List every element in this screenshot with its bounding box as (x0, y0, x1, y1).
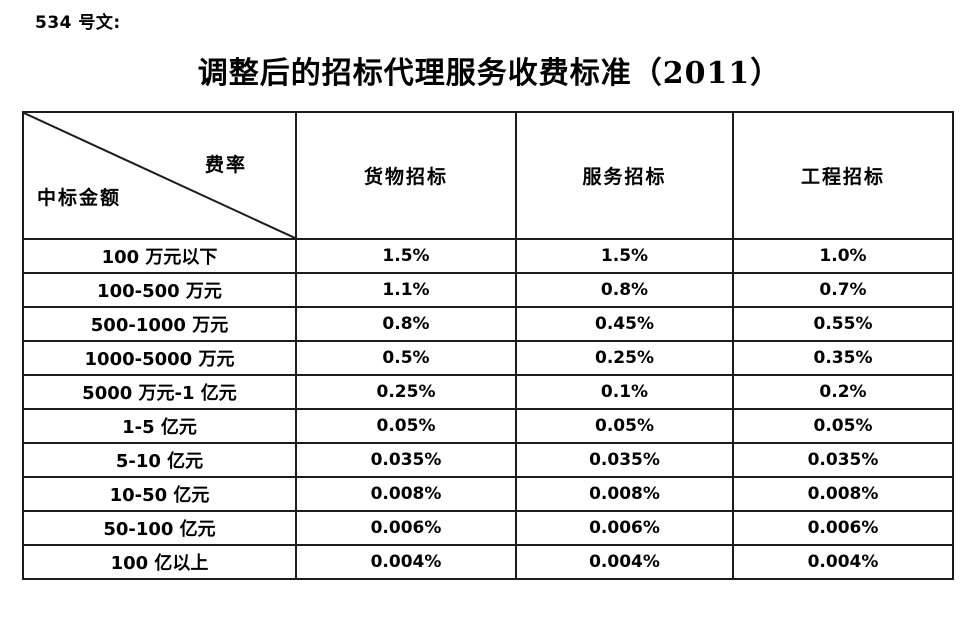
table-row: 5-10 亿元 0.035% 0.035% 0.035% (22, 442, 954, 478)
column-header-1: 服务招标 (515, 111, 734, 240)
fee-table: 费率 中标金额 货物招标 服务招标 工程招标 100 万元以下 1.5% 1.5% 1.0… (22, 111, 954, 580)
doc-number-label: 534 号文: (35, 13, 121, 33)
fee-value: 0.035% (515, 442, 734, 478)
row-label: 1-5 亿元 (22, 408, 297, 444)
fee-value: 0.05% (732, 408, 954, 444)
row-label: 100 亿以上 (22, 544, 297, 580)
column-header-2: 工程招标 (732, 111, 954, 240)
fee-value: 0.25% (515, 340, 734, 376)
fee-value: 0.5% (295, 340, 517, 376)
fee-value: 0.2% (732, 374, 954, 410)
fee-value: 0.05% (295, 408, 517, 444)
fee-table-body: 100 万元以下 1.5% 1.5% 1.0% 100-500 万元 1.1% 0.8% 0.… (22, 238, 954, 580)
fee-value: 0.25% (295, 374, 517, 410)
fee-value: 0.45% (515, 306, 734, 342)
fee-value: 1.0% (732, 238, 954, 274)
diagonal-divider-line (24, 113, 295, 238)
row-label: 10-50 亿元 (22, 476, 297, 512)
fee-value: 1.5% (295, 238, 517, 274)
fee-value: 0.004% (295, 544, 517, 580)
corner-label-amount: 中标金额 (37, 187, 122, 209)
fee-value: 0.006% (295, 510, 517, 546)
fee-value: 0.004% (732, 544, 954, 580)
fee-value: 0.004% (515, 544, 734, 580)
fee-value: 0.008% (295, 476, 517, 512)
fee-value: 0.7% (732, 272, 954, 308)
fee-value: 0.035% (295, 442, 517, 478)
column-header-0: 货物招标 (295, 111, 517, 240)
fee-value: 0.035% (732, 442, 954, 478)
fee-value: 0.8% (295, 306, 517, 342)
table-row: 1000-5000 万元 0.5% 0.25% 0.35% (22, 340, 954, 376)
row-label: 5-10 亿元 (22, 442, 297, 478)
fee-value: 1.5% (515, 238, 734, 274)
table-row: 1-5 亿元 0.05% 0.05% 0.05% (22, 408, 954, 444)
fee-value: 0.008% (732, 476, 954, 512)
row-label: 5000 万元-1 亿元 (22, 374, 297, 410)
table-row: 100 万元以下 1.5% 1.5% 1.0% (22, 238, 954, 274)
table-row: 10-50 亿元 0.008% 0.008% 0.008% (22, 476, 954, 512)
table-header-row: 费率 中标金额 货物招标 服务招标 工程招标 (22, 111, 954, 240)
table-row: 100 亿以上 0.004% 0.004% 0.004% (22, 544, 954, 580)
fee-value: 0.35% (732, 340, 954, 376)
fee-value: 0.55% (732, 306, 954, 342)
row-label: 100-500 万元 (22, 272, 297, 308)
fee-value: 0.05% (515, 408, 734, 444)
fee-value: 0.006% (732, 510, 954, 546)
table-row: 5000 万元-1 亿元 0.25% 0.1% 0.2% (22, 374, 954, 410)
fee-value: 0.1% (515, 374, 734, 410)
table-row: 500-1000 万元 0.8% 0.45% 0.55% (22, 306, 954, 342)
fee-value: 0.008% (515, 476, 734, 512)
row-label: 1000-5000 万元 (22, 340, 297, 376)
diagonal-corner-cell: 费率 中标金额 (22, 111, 297, 240)
page-title: 调整后的招标代理服务收费标准（2011） (197, 56, 782, 91)
table-row: 100-500 万元 1.1% 0.8% 0.7% (22, 272, 954, 308)
corner-label-rate: 费率 (204, 154, 247, 176)
fee-table-container: 费率 中标金额 货物招标 服务招标 工程招标 100 万元以下 1.5% 1.5% 1.0… (22, 111, 954, 580)
table-row: 50-100 亿元 0.006% 0.006% 0.006% (22, 510, 954, 546)
fee-value: 0.8% (515, 272, 734, 308)
fee-value: 0.006% (515, 510, 734, 546)
row-label: 50-100 亿元 (22, 510, 297, 546)
row-label: 100 万元以下 (22, 238, 297, 274)
fee-value: 1.1% (295, 272, 517, 308)
row-label: 500-1000 万元 (22, 306, 297, 342)
